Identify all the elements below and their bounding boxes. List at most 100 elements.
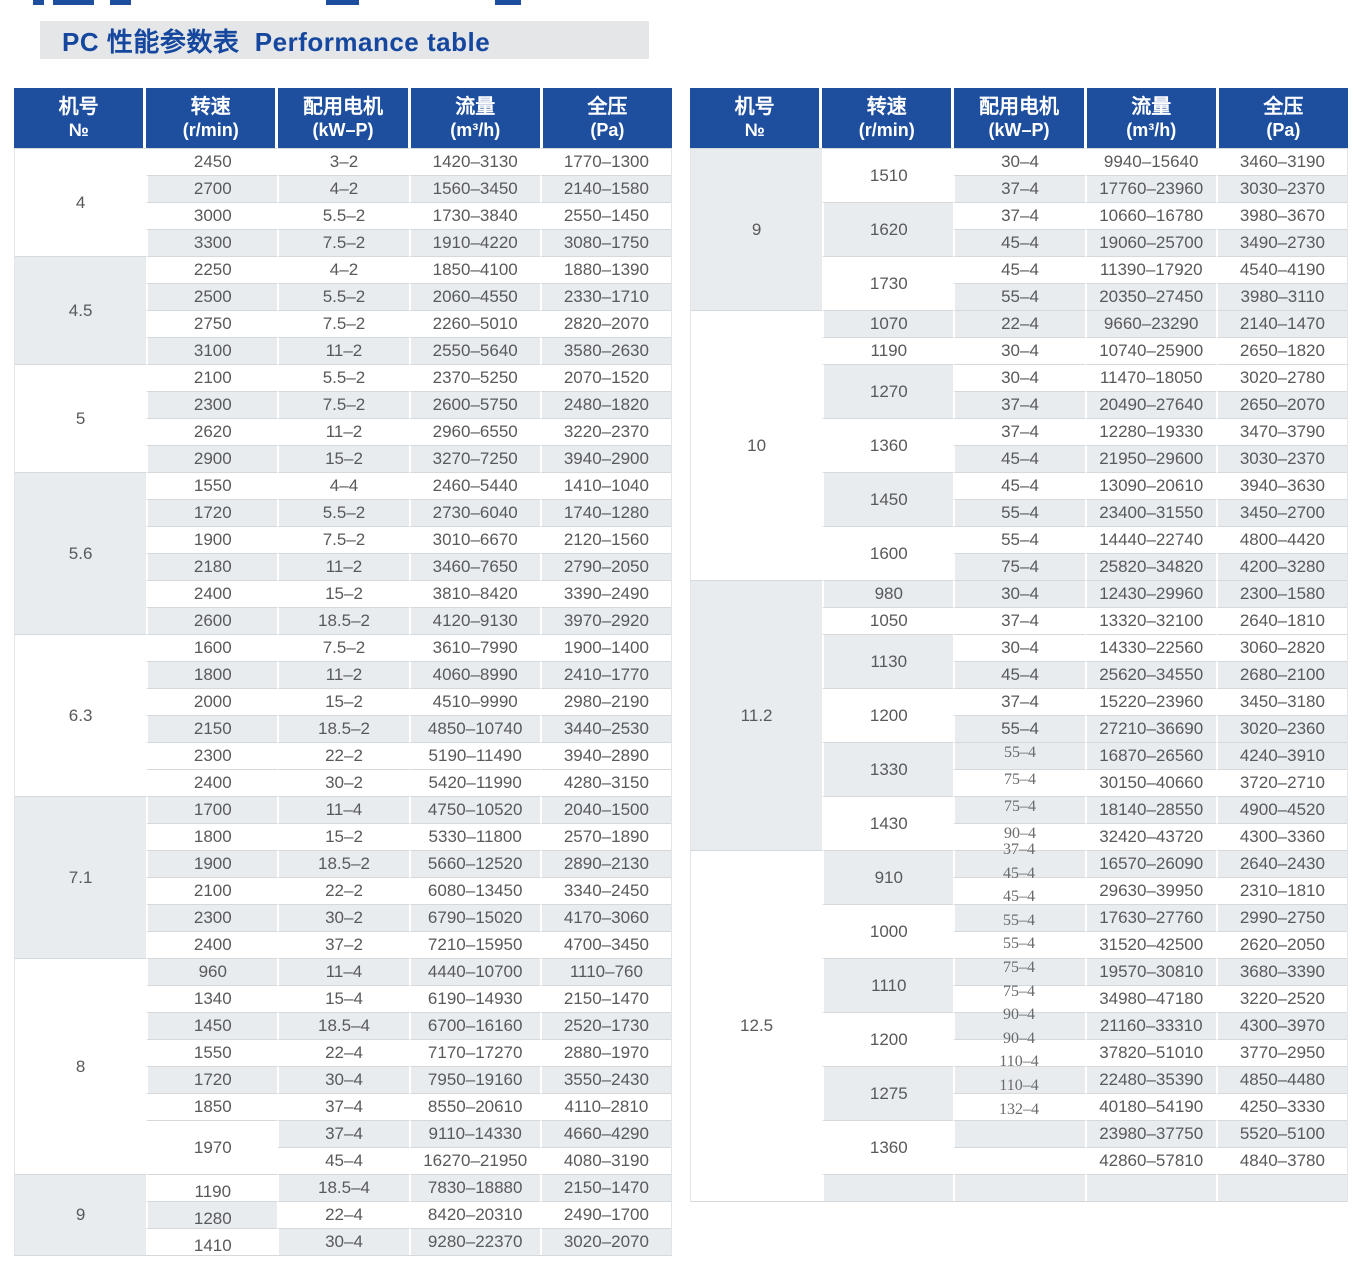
pressure-cell-text: 3770–2950: [1239, 1043, 1325, 1062]
motor-cell: 45–4: [953, 229, 1085, 256]
motor-cell-text: 3–2: [329, 152, 359, 171]
speed-cell: 2100: [146, 877, 278, 904]
speed-cell: 1200: [822, 688, 954, 742]
flow-cell-text: 3610–7990: [432, 638, 518, 657]
motor-cell: 11–2: [277, 418, 409, 445]
motor-cell: 11–4: [277, 958, 409, 985]
flow-cell: 7210–15950: [408, 931, 540, 958]
motor-cell: 5.5–2: [277, 283, 409, 310]
pressure-cell-text: 4540–4190: [1239, 260, 1325, 279]
pressure-cell: 2520–1730: [539, 1012, 671, 1039]
speed-cell-text: 1410: [193, 1236, 232, 1255]
motor-cell-text: 37–4: [1001, 692, 1039, 711]
speed-cell-text: 2300: [193, 908, 232, 927]
flow-cell-text: 3010–6670: [432, 530, 518, 549]
performance-table-right: 机号 № 转速 (r/min) 配用电机 (kW–P) 流量 (m³/h) 全压 (Pa) 9 151…: [690, 88, 1348, 1202]
cropped-text-sliver: [110, 0, 131, 5]
pressure-cell: 4900–4520: [1215, 796, 1347, 823]
flow-cell: 22480–35390: [1084, 1066, 1216, 1093]
motor-cell: [953, 1147, 1085, 1174]
model-no-cell: 9: [15, 1174, 147, 1255]
speed-cell-text: 1700: [193, 800, 232, 819]
motor-cell-text: 55–4: [1003, 744, 1036, 761]
motor-cell: 45–4: [953, 472, 1085, 499]
pressure-cell-text: 2640–1810: [1239, 611, 1325, 630]
motor-cell: 37–4: [277, 1093, 409, 1120]
motor-cell-text: 22–4: [325, 1043, 363, 1062]
speed-cell: 1620: [822, 202, 954, 256]
motor-cell: 7.5–2: [277, 526, 409, 553]
model-no-cell: 9: [691, 148, 823, 310]
flow-cell-text: 31520–42500: [1099, 935, 1204, 954]
model-no-cell-text: 4: [75, 192, 86, 212]
flow-cell-text: 25620–34550: [1099, 665, 1204, 684]
motor-cell: [953, 1066, 1085, 1093]
pressure-cell: 3770–2950: [1215, 1039, 1347, 1066]
motor-cell-text: 5.5–2: [322, 503, 366, 522]
flow-cell-text: 4750–10520: [427, 800, 523, 819]
flow-cell-text: 9660–23290: [1103, 314, 1199, 333]
pressure-cell-text: 2650–1820: [1239, 341, 1325, 360]
motor-cell: 22–2: [277, 742, 409, 769]
flow-cell-text: 16570–26090: [1099, 854, 1204, 873]
flow-cell-text: 25820–34820: [1099, 557, 1204, 576]
flow-cell-text: 19570–30810: [1099, 962, 1204, 981]
column-header-label: 配用电机: [979, 96, 1059, 119]
pressure-cell-text: 3220–2370: [563, 422, 649, 441]
flow-cell-text: 21160–33310: [1099, 1016, 1203, 1035]
pressure-cell-text: 3080–1750: [563, 233, 649, 252]
motor-cell: [953, 931, 1085, 958]
speed-cell: 2400: [146, 769, 278, 796]
speed-cell: 1430: [822, 796, 954, 850]
speed-cell: 1270: [822, 364, 954, 418]
speed-cell-text: 1070: [869, 314, 908, 333]
pressure-cell: 3720–2710: [1215, 769, 1347, 796]
pressure-cell: 3220–2520: [1215, 985, 1347, 1012]
flow-cell-text: 3270–7250: [432, 449, 518, 468]
column-header-motor: 配用电机 (kW–P): [951, 88, 1083, 148]
motor-cell-text: 4–2: [329, 179, 359, 198]
motor-cell: 11–2: [277, 661, 409, 688]
pressure-cell-text: 2820–2070: [563, 314, 649, 333]
flow-cell-text: 7830–18880: [427, 1178, 523, 1197]
flow-cell-text: 7950–19160: [427, 1070, 523, 1089]
flow-cell: 16870–26560: [1084, 742, 1216, 769]
flow-cell: 3270–7250: [408, 445, 540, 472]
column-header-pressure: 全压 (Pa): [1215, 88, 1348, 148]
speed-cell: 1720: [146, 1066, 278, 1093]
flow-cell-text: 23980–37750: [1099, 1124, 1204, 1143]
pressure-cell-text: 2520–1730: [563, 1016, 649, 1035]
flow-cell-text: 15220–23960: [1099, 692, 1204, 711]
pressure-cell-text: 1880–1390: [563, 260, 649, 279]
motor-cell-text: 5.5–2: [322, 287, 366, 306]
pressure-cell-text: 4800–4420: [1239, 530, 1325, 549]
pressure-cell: 3450–3180: [1215, 688, 1347, 715]
speed-cell-text: 1600: [869, 543, 908, 563]
speed-cell-text: 2150: [193, 719, 232, 738]
flow-cell-text: 2060–4550: [432, 287, 518, 306]
flow-cell: 5330–11800: [408, 823, 540, 850]
speed-cell: 3000: [146, 202, 278, 229]
speed-cell: [822, 1174, 954, 1201]
motor-cell: 30–2: [277, 769, 409, 796]
pressure-cell-text: 2150–1470: [563, 1178, 649, 1197]
column-header-unit: №: [744, 120, 765, 141]
column-header-label: 转速: [866, 96, 907, 119]
speed-cell-text: 2450: [193, 152, 232, 171]
column-header-unit: (m³/h): [450, 120, 501, 141]
flow-cell-text: 30150–40660: [1099, 773, 1204, 792]
speed-cell-text: 1550: [193, 476, 232, 495]
pressure-cell-text: 3580–2630: [563, 341, 649, 360]
flow-cell: 14330–22560: [1084, 634, 1216, 661]
motor-cell-text: 30–4: [1001, 341, 1039, 360]
motor-cell-text: 22–2: [325, 746, 363, 765]
speed-cell-text: 1970: [193, 1137, 232, 1157]
flow-cell: 1420–3130: [408, 148, 540, 175]
flow-cell: 21950–29600: [1084, 445, 1216, 472]
speed-cell-text: 2100: [193, 881, 232, 900]
motor-cell-text: 7.5–2: [322, 638, 366, 657]
speed-cell-text: 1360: [869, 1137, 908, 1157]
pressure-cell-text: 2140–1470: [1239, 314, 1325, 333]
flow-cell: 4850–10740: [408, 715, 540, 742]
flow-cell: 6190–14930: [408, 985, 540, 1012]
